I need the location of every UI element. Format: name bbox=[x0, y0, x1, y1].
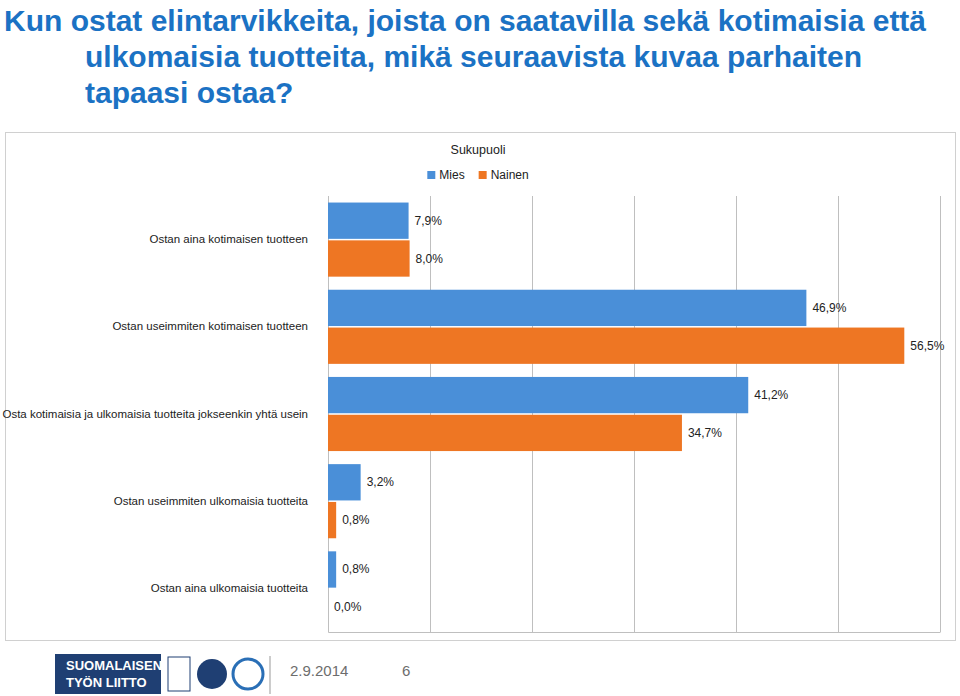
logo-text: SUOMALAISEN bbox=[66, 658, 162, 673]
grid-line bbox=[736, 196, 737, 632]
bar bbox=[328, 415, 682, 451]
x-tick bbox=[940, 196, 941, 632]
title-line: tapaasi ostaa? bbox=[85, 76, 293, 109]
bar bbox=[328, 502, 336, 538]
bar bbox=[328, 464, 361, 500]
footer-date: 2.9.2014 bbox=[290, 662, 348, 679]
bar bbox=[328, 290, 806, 326]
y-axis: Ostan aina kotimaisen tuotteen Ostan usei… bbox=[2, 197, 328, 633]
legend-title: Sukupuoli bbox=[451, 143, 506, 157]
legend-item: Nainen bbox=[479, 168, 529, 182]
title: Kun ostat elintarvikkeita, joista on saa… bbox=[4, 4, 926, 109]
y-tick: Ostan useimmiten ulkomaisia tuotteita bbox=[114, 495, 328, 507]
data-label: 0,0% bbox=[334, 600, 362, 614]
legend-item: Mies bbox=[427, 168, 464, 182]
legend-label: Mies bbox=[439, 168, 464, 182]
logo-emblem bbox=[197, 659, 227, 689]
logo-emblem bbox=[233, 659, 263, 689]
x-axis-line bbox=[329, 632, 941, 633]
grid-line bbox=[838, 196, 839, 632]
footer: SUOMALAISEN TYÖN LIITTO 2.9.2014 6 bbox=[55, 654, 410, 694]
grid-line bbox=[940, 196, 941, 632]
footer-divider bbox=[270, 656, 271, 694]
data-label: 0,8% bbox=[342, 562, 370, 576]
y-tick: Osta kotimaisia ja ulkomaisia tuotteita … bbox=[2, 408, 328, 420]
logo-text: TYÖN LIITTO bbox=[66, 675, 147, 690]
category-label: Ostan useimmiten kotimaisen tuotteen bbox=[112, 320, 308, 332]
bar bbox=[328, 377, 748, 413]
y-tick: Ostan aina kotimaisen tuotteen bbox=[149, 233, 328, 245]
category-label: Osta kotimaisia ja ulkomaisia tuotteita … bbox=[2, 408, 308, 420]
data-label: 8,0% bbox=[416, 252, 444, 266]
y-tick: Ostan aina ulkomaisia tuotteita bbox=[151, 582, 328, 594]
category-label: Ostan aina kotimaisen tuotteen bbox=[149, 233, 308, 245]
bar bbox=[328, 203, 409, 239]
data-label: 3,2% bbox=[367, 475, 395, 489]
category-label: Ostan useimmiten ulkomaisia tuotteita bbox=[114, 495, 309, 507]
legend: Sukupuoli Mies Nainen bbox=[427, 143, 528, 182]
x-tick bbox=[532, 196, 533, 632]
grid-line bbox=[634, 196, 635, 632]
title-line: ulkomaisia tuotteita, mikä seuraavista k… bbox=[85, 40, 862, 73]
page-number: 6 bbox=[402, 662, 410, 679]
data-label: 56,5% bbox=[910, 339, 944, 353]
x-tick bbox=[838, 196, 839, 632]
data-label: 34,7% bbox=[688, 426, 722, 440]
data-label: 0,8% bbox=[342, 513, 370, 527]
x-tick bbox=[634, 196, 635, 632]
bars bbox=[328, 203, 904, 588]
x-tick bbox=[736, 196, 737, 632]
grid-line bbox=[532, 196, 533, 632]
data-labels: 7,9% 46,9% 41,2% 3,2% 0,8% 8,0% 56,5% 34,7% 0,8%… bbox=[334, 214, 945, 615]
data-label: 46,9% bbox=[812, 301, 846, 315]
chart: Kun ostat elintarvikkeita, joista on saa… bbox=[0, 0, 960, 696]
chart-frame bbox=[6, 133, 956, 641]
bar bbox=[328, 328, 904, 364]
logo-emblem bbox=[168, 657, 190, 691]
bar bbox=[328, 240, 410, 276]
title-line: Kun ostat elintarvikkeita, joista on saa… bbox=[4, 4, 926, 37]
legend-label: Nainen bbox=[491, 168, 529, 182]
legend-swatch bbox=[479, 171, 487, 179]
y-tick: Ostan useimmiten kotimaisen tuotteen bbox=[112, 320, 328, 332]
x-axis bbox=[329, 196, 941, 633]
data-label: 7,9% bbox=[415, 214, 443, 228]
category-label: Ostan aina ulkomaisia tuotteita bbox=[151, 582, 309, 594]
data-label: 41,2% bbox=[754, 388, 788, 402]
bar bbox=[328, 589, 329, 625]
legend-swatch bbox=[427, 171, 435, 179]
bar bbox=[328, 551, 336, 587]
